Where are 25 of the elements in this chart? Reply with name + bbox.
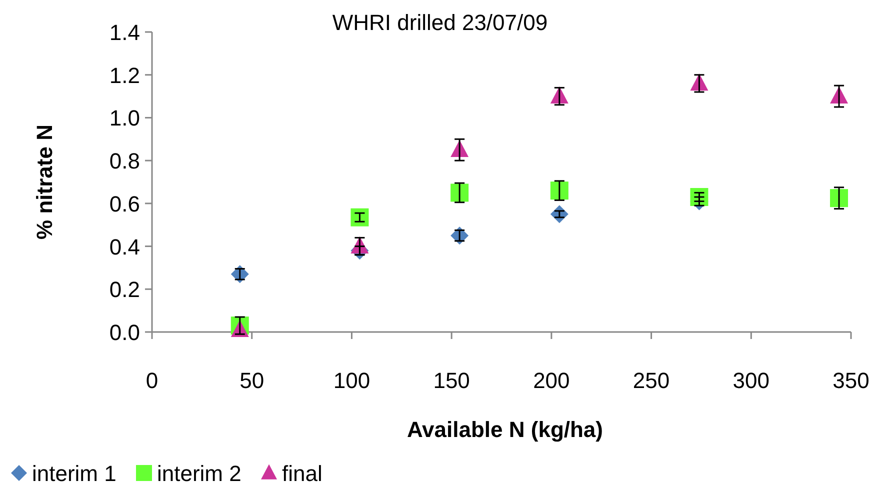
y-tick-label: 1.2 xyxy=(109,62,140,88)
point xyxy=(550,182,568,200)
legend-label: final xyxy=(282,461,322,486)
y-tick-label: 0.6 xyxy=(109,191,140,216)
x-tick-label: 200 xyxy=(533,368,570,393)
y-tick-label: 1.0 xyxy=(109,106,140,131)
x-axis-title: Available N (kg/ha) xyxy=(406,417,604,442)
y-tick-label: 0.8 xyxy=(109,148,140,174)
y-axis-title: % nitrate N xyxy=(32,124,57,240)
x-tick-label: 250 xyxy=(632,368,670,393)
x-tick-label: 350 xyxy=(832,368,870,393)
y-tick-label: 1.4 xyxy=(109,20,140,45)
x-tick-label: 50 xyxy=(240,368,264,393)
point xyxy=(450,184,469,202)
y-tick-label: 0.2 xyxy=(109,277,140,302)
chart-title: WHRI drilled 23/07/09 xyxy=(332,10,548,35)
legend-label: interim 2 xyxy=(157,461,242,486)
x-tick-label: 150 xyxy=(433,368,470,393)
legend-label: interim 1 xyxy=(32,461,116,486)
point xyxy=(830,189,848,208)
x-tick-label: 100 xyxy=(333,368,370,393)
y-tick-label: 0.4 xyxy=(109,234,140,260)
x-tick-label: 300 xyxy=(732,368,770,393)
y-tick-label: 0.0 xyxy=(109,320,140,345)
x-tick-label: 0 xyxy=(146,368,158,393)
